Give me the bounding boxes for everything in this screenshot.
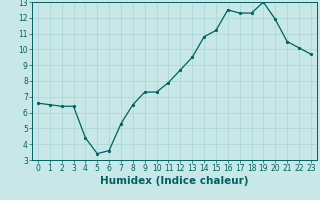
- X-axis label: Humidex (Indice chaleur): Humidex (Indice chaleur): [100, 176, 249, 186]
